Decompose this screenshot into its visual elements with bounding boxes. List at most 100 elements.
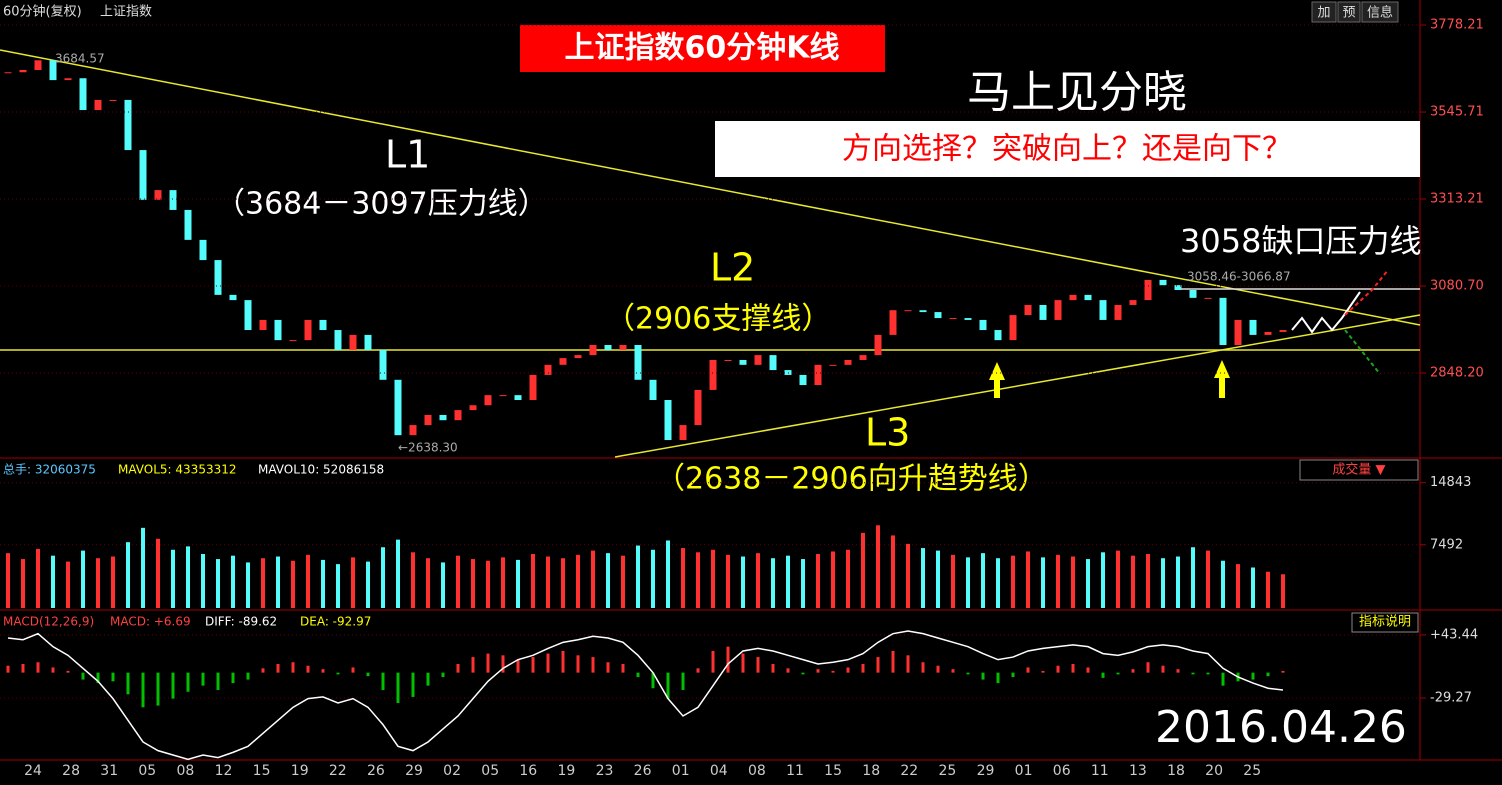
volume-bar [1146, 553, 1150, 608]
macd-bar [1041, 670, 1045, 673]
toolbar-button-text[interactable]: 信息 [1367, 5, 1393, 21]
x-tick-label: 18 [862, 763, 880, 779]
y-tick-label: 3778.21 [1430, 18, 1484, 33]
candle [874, 334, 882, 356]
macd-bar [66, 670, 70, 673]
volume-bar [801, 559, 805, 608]
volume-bar [1011, 555, 1015, 608]
y-tick-label: -29.27 [1430, 691, 1472, 706]
volume-bar [381, 547, 385, 608]
macd-bar [171, 672, 175, 699]
macd-bar [291, 662, 295, 673]
candle [709, 359, 717, 390]
help-button[interactable] [1351, 612, 1419, 633]
x-tick-label: 01 [672, 763, 690, 779]
macd-bar [981, 672, 985, 680]
macd-bar [306, 665, 310, 673]
volume-bar [1041, 557, 1045, 608]
candle [1264, 331, 1272, 335]
indicator-select[interactable] [1299, 459, 1419, 481]
candle [754, 355, 762, 365]
toolbar-button[interactable] [1337, 1, 1361, 23]
macd-bar [831, 670, 835, 673]
candle [334, 330, 342, 350]
macd-bar [966, 672, 970, 675]
up-arrow [1214, 360, 1230, 398]
y-tick-label: +43.44 [1430, 628, 1478, 643]
macd-header: DEA: -92.97 [300, 615, 371, 629]
y-tick-label: 2848.20 [1430, 365, 1484, 380]
candle [919, 310, 927, 313]
candle [1084, 294, 1092, 301]
macd-bar [816, 669, 820, 673]
macd-bar [1131, 669, 1135, 673]
macd-header: MACD: +6.69 [110, 615, 191, 629]
x-tick-label: 08 [176, 763, 194, 779]
volume-header: MAVOL10: 52086158 [258, 463, 384, 477]
volume-bar [66, 561, 70, 608]
candle [379, 349, 387, 380]
volume-bar [1116, 550, 1120, 608]
macd-bar [801, 672, 805, 675]
candle [589, 345, 597, 356]
volume-bar [966, 557, 970, 608]
volume-bar [51, 555, 55, 608]
toolbar-button[interactable] [1361, 1, 1399, 23]
candle [979, 319, 987, 331]
macd-bar [351, 667, 355, 673]
macd-bar [576, 655, 580, 673]
trend-line-l1 [0, 49, 1421, 326]
toolbar-button[interactable] [1311, 1, 1337, 23]
volume-bar [1221, 560, 1225, 608]
indicator-select-text[interactable]: 成交量 ▼ [1332, 462, 1385, 478]
y-tick-label: 3080.70 [1430, 279, 1484, 294]
candle [19, 70, 27, 73]
candle [889, 310, 897, 335]
candle [169, 190, 177, 210]
x-tick-label: 19 [557, 763, 575, 779]
macd-bar [201, 672, 205, 686]
macd-bar [1146, 662, 1150, 673]
volume-bar [216, 559, 220, 608]
candle [1159, 279, 1167, 286]
volume-bar [6, 553, 10, 608]
x-tick-label: 15 [253, 763, 271, 779]
volume-bar [1161, 558, 1165, 608]
volume-bar [696, 552, 700, 608]
candle [769, 355, 777, 371]
candle [349, 334, 357, 350]
volume-bar [336, 564, 340, 608]
macd-bar [711, 650, 715, 673]
macd-bar [1026, 667, 1030, 673]
macd-bar [651, 672, 655, 689]
toolbar-button-text[interactable]: 加 [1317, 6, 1330, 21]
macd-bar [771, 663, 775, 673]
trend-line-l3 [614, 314, 1421, 458]
help-text[interactable]: 指标说明 [1359, 615, 1411, 630]
candle [844, 359, 852, 365]
macd-bar [36, 662, 40, 673]
arrows [989, 269, 1389, 398]
candle [424, 414, 432, 426]
macd-bar [21, 663, 25, 673]
toolbar-button-text[interactable]: 预 [1342, 6, 1355, 21]
macd-bar [1191, 672, 1195, 675]
title-box [520, 25, 885, 72]
macd-bar [1071, 663, 1075, 673]
volume-bar [261, 558, 265, 608]
x-tick-label: 28 [62, 763, 80, 779]
x-tick-label: 26 [634, 763, 652, 779]
macd-bar [486, 653, 490, 673]
volume-bar [516, 559, 520, 608]
symbol: 上证指数 [100, 5, 152, 20]
candle [1054, 300, 1062, 320]
candle [1144, 279, 1152, 301]
volume-bar [141, 527, 145, 608]
volume-bar [666, 540, 670, 608]
x-tick-label: 06 [1053, 763, 1071, 779]
x-tick-label: 19 [291, 763, 309, 779]
volume-bar [396, 539, 400, 608]
macd-header: DIFF: -89.62 [205, 615, 277, 629]
